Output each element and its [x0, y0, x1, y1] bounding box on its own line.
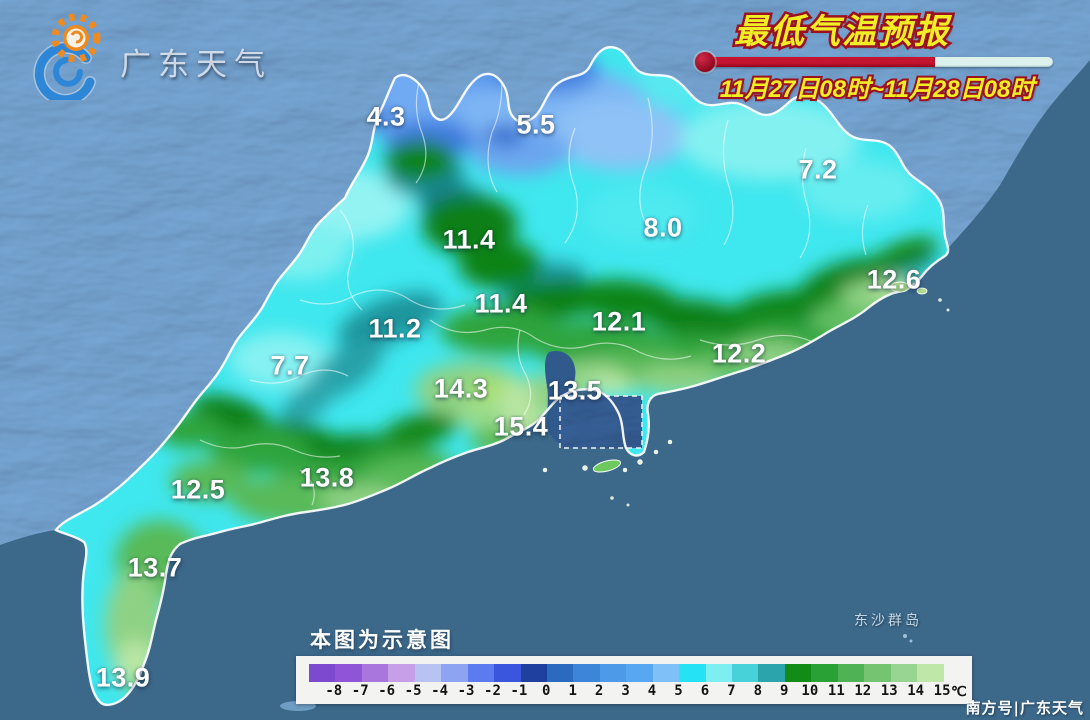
thermometer-bulb	[695, 52, 715, 72]
legend-tick-label: -1	[510, 683, 528, 699]
legend-tick-label: 7	[727, 683, 736, 699]
temp-label: 7.7	[270, 350, 310, 381]
legend-swatch	[414, 664, 442, 682]
legend-swatch	[784, 664, 812, 682]
temp-label: 11.4	[474, 288, 528, 319]
temp-label: 13.5	[547, 375, 603, 406]
temp-label: 12.2	[711, 338, 767, 369]
temp-label: 12.6	[866, 264, 922, 295]
temp-label: 11.4	[442, 224, 496, 255]
legend-swatch	[679, 664, 706, 682]
legend-swatch	[626, 664, 653, 682]
legend-tick-label: -5	[404, 683, 422, 699]
legend-tick-label: 13	[880, 683, 898, 699]
temperature-legend: -8 -7 -6 -5 -4 -3 -2 -1 0 1 2 3 4 5 6 7 8 9 10 11 12 13 14 15 ℃	[296, 656, 972, 704]
legend-swatch	[732, 664, 759, 682]
temp-label: 13.9	[95, 662, 151, 693]
legend-labels: -8 -7 -6 -5 -4 -3 -2 -1 0 1 2 3 4 5 6 7 8 9 10 11 12 13 14 15	[309, 683, 959, 699]
legend-tick-label: 0	[541, 683, 551, 699]
legend-swatch	[599, 664, 627, 682]
legend-swatch	[890, 664, 918, 682]
legend-swatch	[309, 664, 336, 682]
legend-swatch	[441, 664, 468, 682]
legend-swatch	[335, 664, 362, 682]
temp-label: 12.1	[591, 306, 647, 337]
legend-tick-label: 1	[568, 683, 577, 699]
legend-tick-label: 9	[780, 683, 789, 699]
legend-swatch	[864, 664, 891, 682]
legend-swatches	[309, 664, 944, 682]
legend-tick-label: -8	[325, 683, 343, 699]
legend-swatch	[361, 664, 389, 682]
temp-label: 13.7	[127, 552, 183, 583]
temp-label: 14.3	[433, 373, 489, 404]
legend-tick-label: -4	[431, 683, 448, 699]
legend-swatch	[758, 664, 785, 682]
legend-swatch	[388, 664, 415, 682]
legend-tick-label: -6	[378, 683, 396, 699]
thermometer-fill	[700, 57, 935, 67]
temp-label: 11.2	[368, 313, 422, 344]
temp-label: 8.0	[643, 212, 683, 243]
legend-swatch	[494, 664, 521, 682]
temp-label: 5.5	[516, 109, 556, 140]
legend-tick-label: -3	[457, 683, 475, 699]
page-title: 最低气温预报 最低气温预报	[732, 11, 951, 54]
dongsha-label: 东沙群岛	[854, 612, 922, 628]
sun-cloud-logo-icon	[33, 13, 101, 100]
legend-swatch	[811, 664, 838, 682]
watermark: 南方号|广东天气	[965, 699, 1084, 717]
legend-tick-label: -7	[351, 683, 369, 699]
legend-tick-label: -2	[484, 683, 501, 699]
map-note: 本图为示意图	[310, 629, 454, 652]
legend-tick-label: 4	[647, 683, 657, 699]
legend-swatch	[705, 664, 732, 682]
legend-tick-label: 11	[827, 683, 845, 699]
legend-tick-label: 8	[753, 683, 763, 699]
temp-label: 15.4	[493, 411, 549, 442]
temp-label: 12.5	[170, 474, 226, 505]
legend-tick-label: 5	[674, 683, 683, 699]
legend-tick-label: 6	[700, 683, 710, 699]
legend-unit: ℃	[951, 683, 967, 699]
legend-tick-label: 10	[801, 683, 819, 699]
sun-icon	[51, 13, 101, 63]
temp-label: 13.8	[299, 462, 355, 493]
thermometer-graphic	[695, 52, 1053, 72]
legend-tick-label: 14	[907, 683, 925, 699]
legend-swatch	[546, 664, 574, 682]
legend-swatch	[917, 664, 944, 682]
legend-swatch	[467, 664, 495, 682]
temp-label: 4.3	[366, 101, 406, 132]
legend-tick-label: 15	[933, 683, 951, 699]
inset-terrain	[560, 396, 642, 448]
legend-tick-label: 12	[854, 683, 872, 699]
inset-dashed-box	[559, 395, 643, 449]
legend-tick-label: 3	[621, 683, 630, 699]
app-logo: 广东天气	[28, 8, 272, 100]
logo-text: 广东天气	[120, 46, 272, 82]
legend-swatch	[652, 664, 680, 682]
legend-swatch	[520, 664, 547, 682]
temp-label: 7.2	[798, 154, 838, 185]
legend-swatch	[573, 664, 600, 682]
legend-tick-label: 2	[594, 683, 604, 699]
legend-swatch	[837, 664, 865, 682]
date-range: 11月27日08时~11月28日08时 11月27日08时~11月28日08时	[718, 74, 1037, 105]
